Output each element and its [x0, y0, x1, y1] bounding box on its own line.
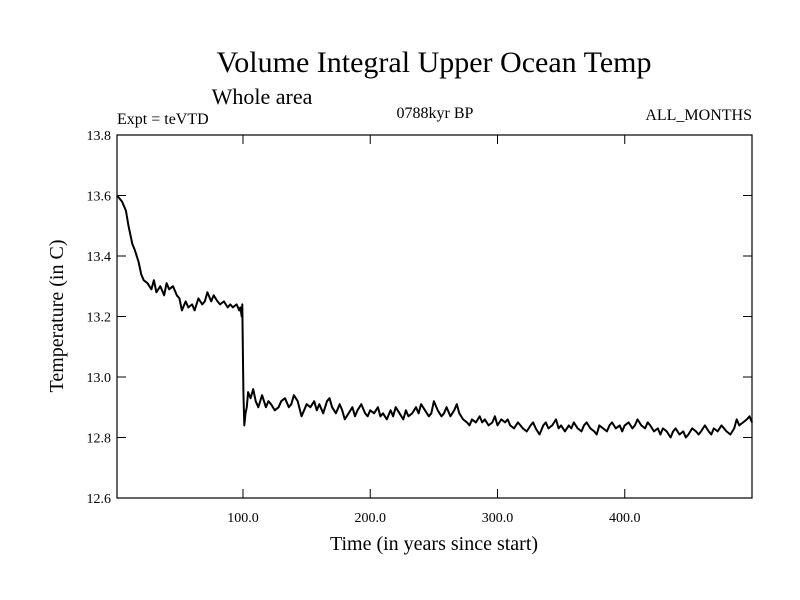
y-tick-label: 13.2 [87, 311, 112, 326]
x-tick-label: 200.0 [354, 511, 386, 526]
experiment-label: Expt = teVTD [117, 111, 209, 128]
y-tick-label: 12.6 [87, 492, 112, 507]
x-tick-label: 300.0 [482, 511, 514, 526]
y-tick-label: 13.8 [87, 129, 112, 144]
y-axis-label: Temperature (in C) [46, 240, 68, 393]
y-axis-ticks: 12.6 12.8 13.0 13.2 13.4 13.6 13.8 [87, 129, 752, 507]
y-tick-label: 13.4 [87, 250, 112, 265]
plot-frame [116, 134, 753, 499]
x-tick-label: 400.0 [609, 511, 641, 526]
months-label: ALL_MONTHS [645, 107, 752, 124]
chart-subtitle: Whole area [212, 84, 313, 109]
chart-title: Volume Integral Upper Ocean Temp [217, 46, 652, 79]
y-tick-label: 13.0 [87, 371, 112, 386]
x-tick-label: 100.0 [227, 511, 259, 526]
x-axis-ticks: 100.0 200.0 300.0 400.0 [227, 135, 640, 526]
y-tick-label: 12.8 [87, 432, 112, 447]
series-line [116, 194, 753, 439]
x-axis-label: Time (in years since start) [330, 533, 538, 555]
y-tick-label: 13.6 [87, 190, 112, 205]
period-label: 0788kyr BP [397, 105, 474, 122]
